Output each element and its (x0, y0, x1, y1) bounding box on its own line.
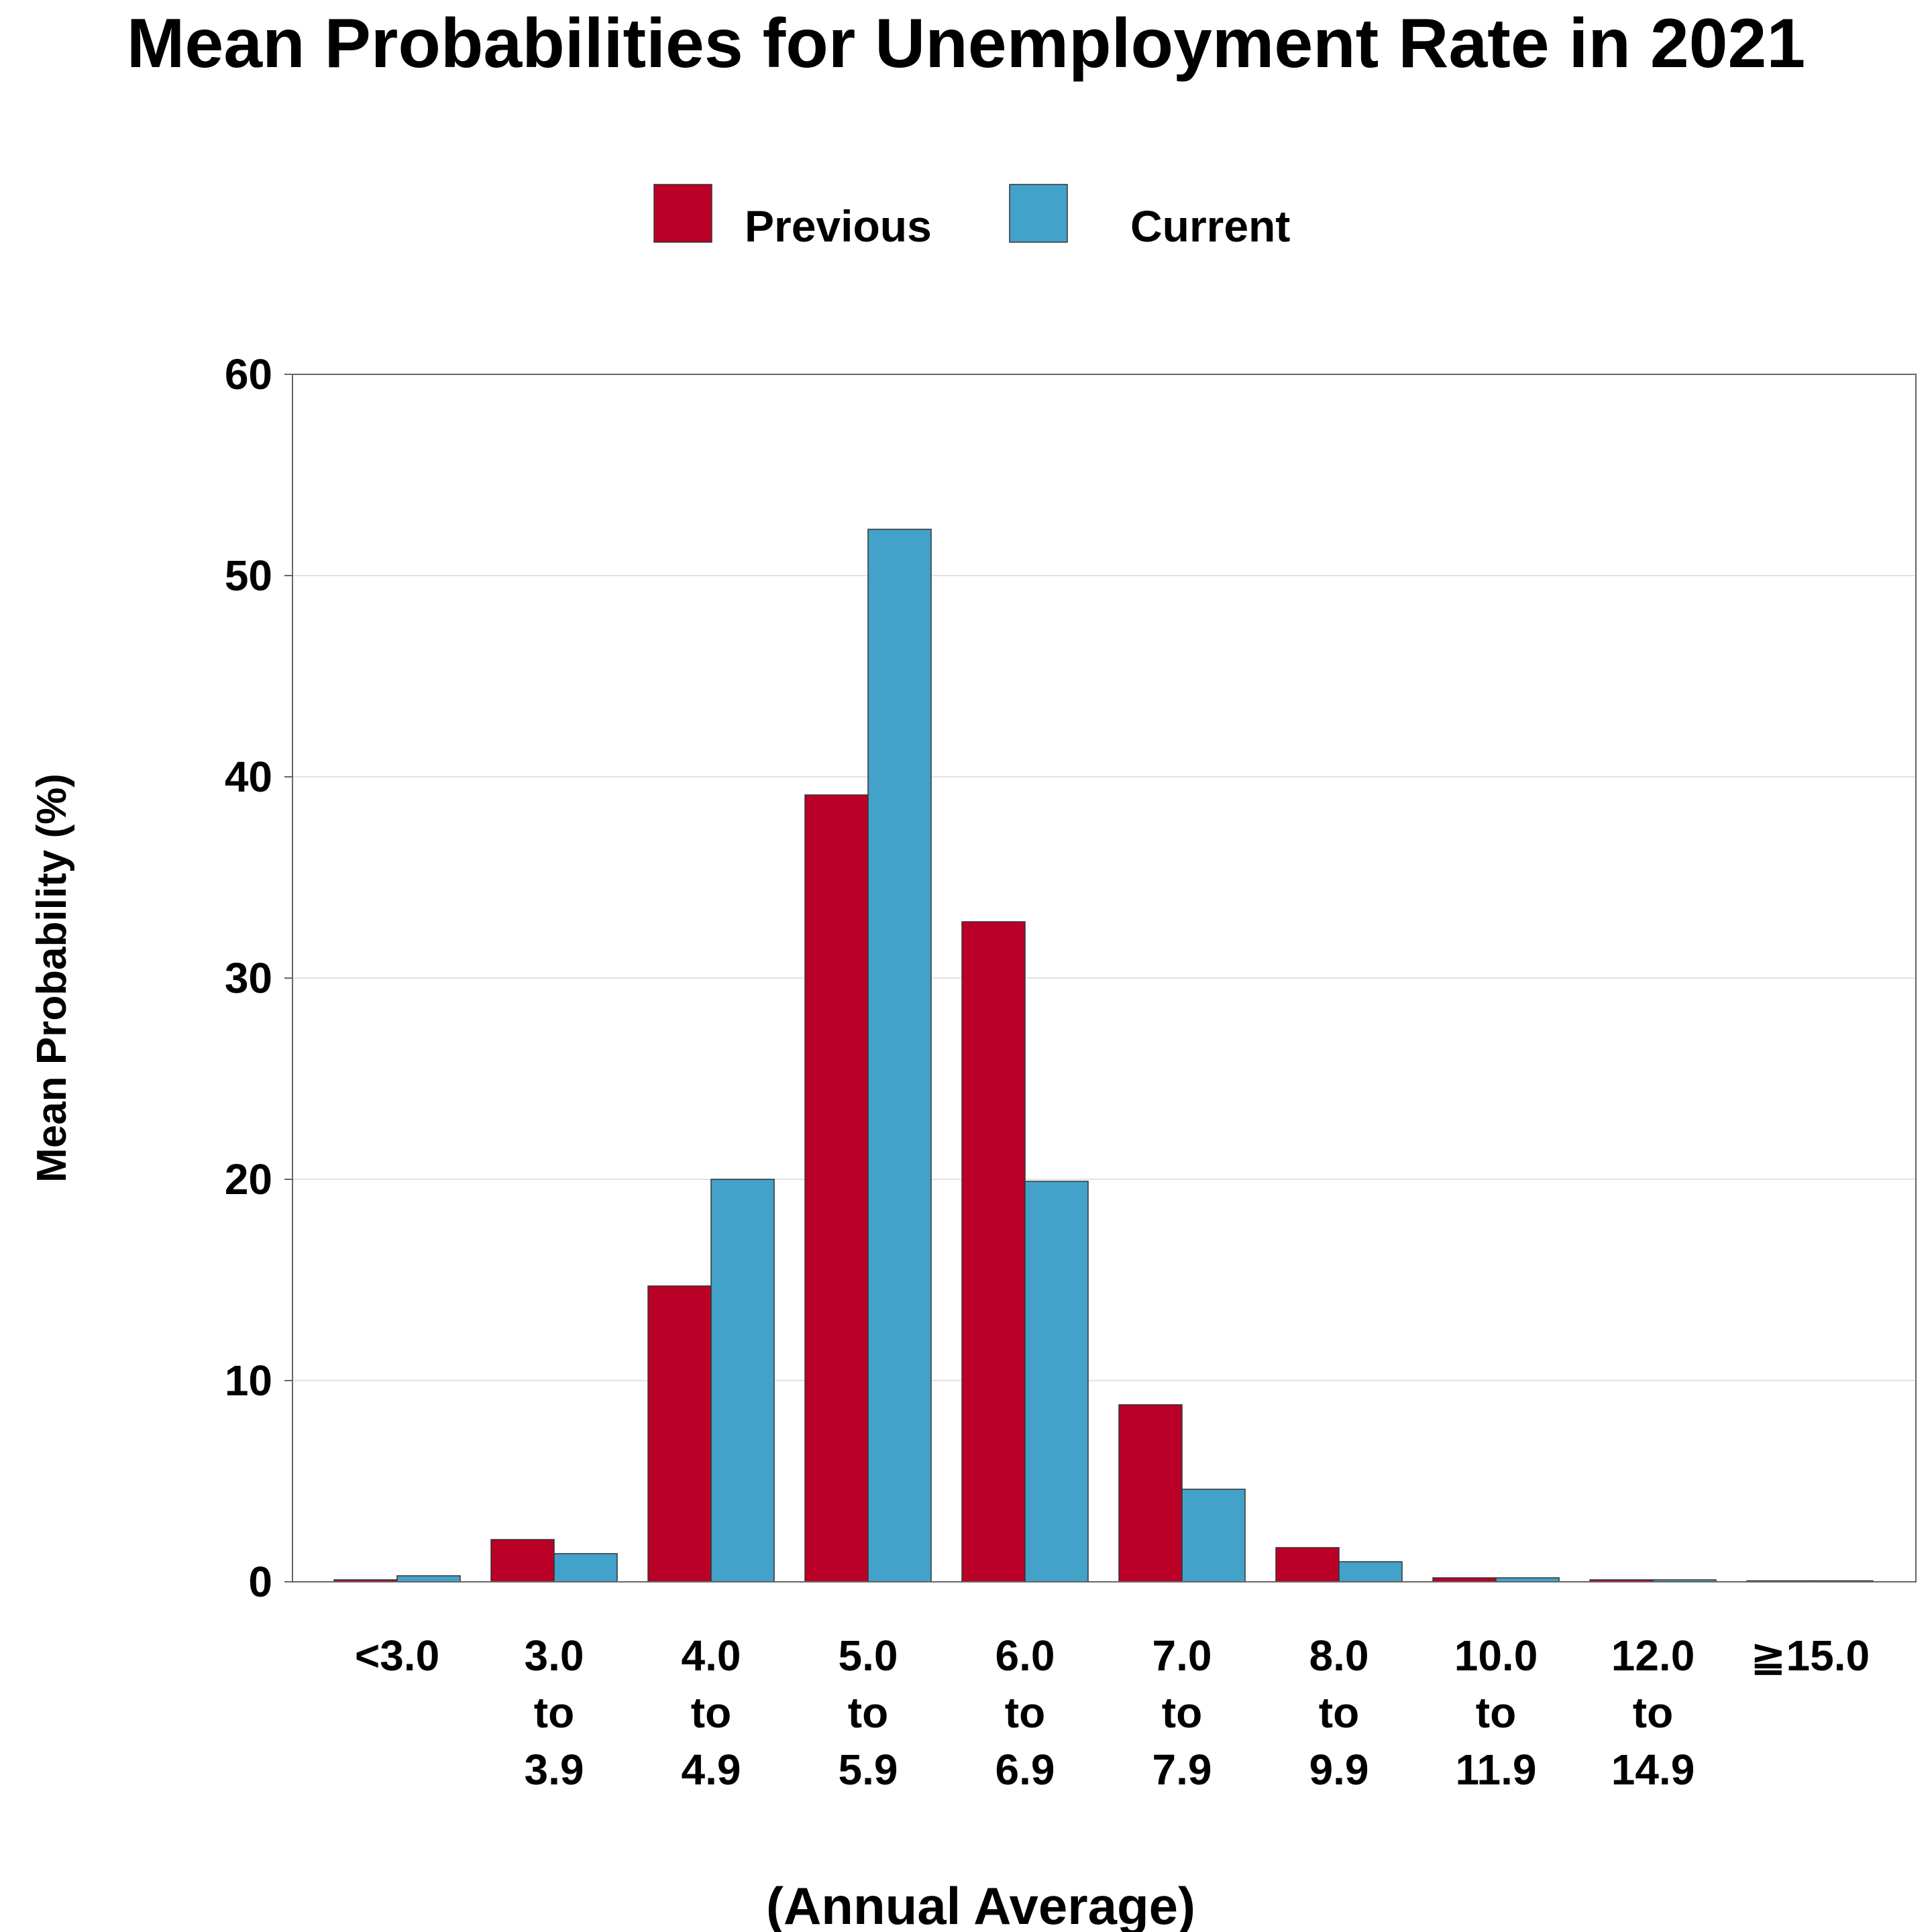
bar-previous-6 (1275, 1547, 1340, 1582)
x-tick-label-line: 3.0 (525, 1631, 584, 1680)
x-tick-label-line: <3.0 (355, 1631, 439, 1680)
x-tick-label: 3.0 to 3.9 (525, 1631, 584, 1794)
legend-label-previous: Previous (745, 201, 932, 251)
bar-current-6 (1338, 1561, 1403, 1582)
x-tick-label-line: 6.0 (996, 1631, 1055, 1680)
x-tick-label-line: 6.9 (996, 1746, 1055, 1794)
y-tick-label: 20 (225, 1155, 272, 1203)
x-axis-title: (Annual Average) (766, 1876, 1195, 1932)
bar-previous-2 (647, 1285, 712, 1582)
bar-current-2 (710, 1179, 775, 1582)
x-tick-label: 5.0 to 5.9 (839, 1631, 898, 1794)
x-tick-label-line: 5.9 (839, 1746, 898, 1794)
x-tick-label-line: to (534, 1688, 574, 1737)
y-tick-label: 50 (225, 551, 272, 600)
bar-current-0 (396, 1575, 461, 1582)
x-tick-label-line: ≧15.0 (1750, 1631, 1870, 1680)
x-axis-ticks: <3.0 3.0 to 3.9 4.0 to 4.9 5.0 to 5.9 6.0 to 6.9 7.0 t… (355, 1631, 1870, 1794)
x-tick-label-line: 10.0 (1454, 1631, 1538, 1680)
legend: Previous Current (653, 184, 1290, 251)
x-tick-label: <3.0 (355, 1631, 439, 1680)
x-tick-label-line: 8.0 (1309, 1631, 1369, 1680)
y-axis-ticks: 0 10 20 30 40 50 60 (225, 350, 292, 1606)
x-tick-label-line: 5.0 (839, 1631, 898, 1680)
x-tick-label-line: to (1319, 1688, 1359, 1737)
x-tick-label-line: 14.9 (1611, 1746, 1695, 1794)
x-tick-label-line: to (691, 1688, 731, 1737)
x-tick-label-line: to (1005, 1688, 1045, 1737)
bar-previous-3 (804, 794, 869, 1582)
bar-current-4 (1024, 1181, 1089, 1582)
chart-title: Mean Probabilities for Unemployment Rate… (127, 5, 1805, 83)
bar-current-3 (867, 529, 932, 1582)
legend-label-current: Current (1130, 201, 1290, 251)
y-tick-label: 0 (248, 1558, 272, 1606)
x-tick-label-line: 12.0 (1611, 1631, 1695, 1680)
x-tick-label-line: to (848, 1688, 888, 1737)
x-tick-label-line: 9.9 (1309, 1746, 1369, 1794)
x-tick-label: 8.0 to 9.9 (1309, 1631, 1369, 1794)
x-tick-label-line: to (1476, 1688, 1516, 1737)
legend-swatch-previous (653, 184, 712, 243)
legend-swatch-current (1009, 184, 1068, 243)
bar-previous-5 (1118, 1404, 1183, 1582)
y-tick-label: 40 (225, 753, 272, 801)
y-tick-label: 10 (225, 1356, 272, 1405)
x-tick-label-line: 4.9 (682, 1746, 741, 1794)
bar-previous-1 (490, 1539, 555, 1582)
x-tick-label-line: to (1633, 1688, 1673, 1737)
x-tick-label: 6.0 to 6.9 (996, 1631, 1055, 1794)
bars (333, 529, 1874, 1582)
x-tick-label-line: to (1162, 1688, 1202, 1737)
x-tick-label: 4.0 to 4.9 (682, 1631, 741, 1794)
x-tick-label-line: 7.9 (1152, 1746, 1212, 1794)
y-tick-label: 60 (225, 350, 272, 398)
x-tick-label: 10.0 to 11.9 (1454, 1631, 1538, 1794)
x-tick-label: 7.0 to 7.9 (1152, 1631, 1212, 1794)
x-tick-label-line: 7.0 (1152, 1631, 1212, 1680)
x-tick-label-line: 3.9 (525, 1746, 584, 1794)
x-tick-label: 12.0 to 14.9 (1611, 1631, 1695, 1794)
bar-previous-4 (961, 921, 1026, 1582)
gridlines (292, 575, 1916, 1381)
bar-current-5 (1181, 1489, 1246, 1582)
x-tick-label: ≧15.0 (1750, 1631, 1870, 1680)
y-tick-label: 30 (225, 954, 272, 1002)
y-axis-title: Mean Probability (%) (29, 773, 75, 1183)
bar-current-1 (553, 1553, 618, 1582)
x-tick-label-line: 11.9 (1455, 1746, 1536, 1794)
x-tick-label-line: 4.0 (682, 1631, 741, 1680)
